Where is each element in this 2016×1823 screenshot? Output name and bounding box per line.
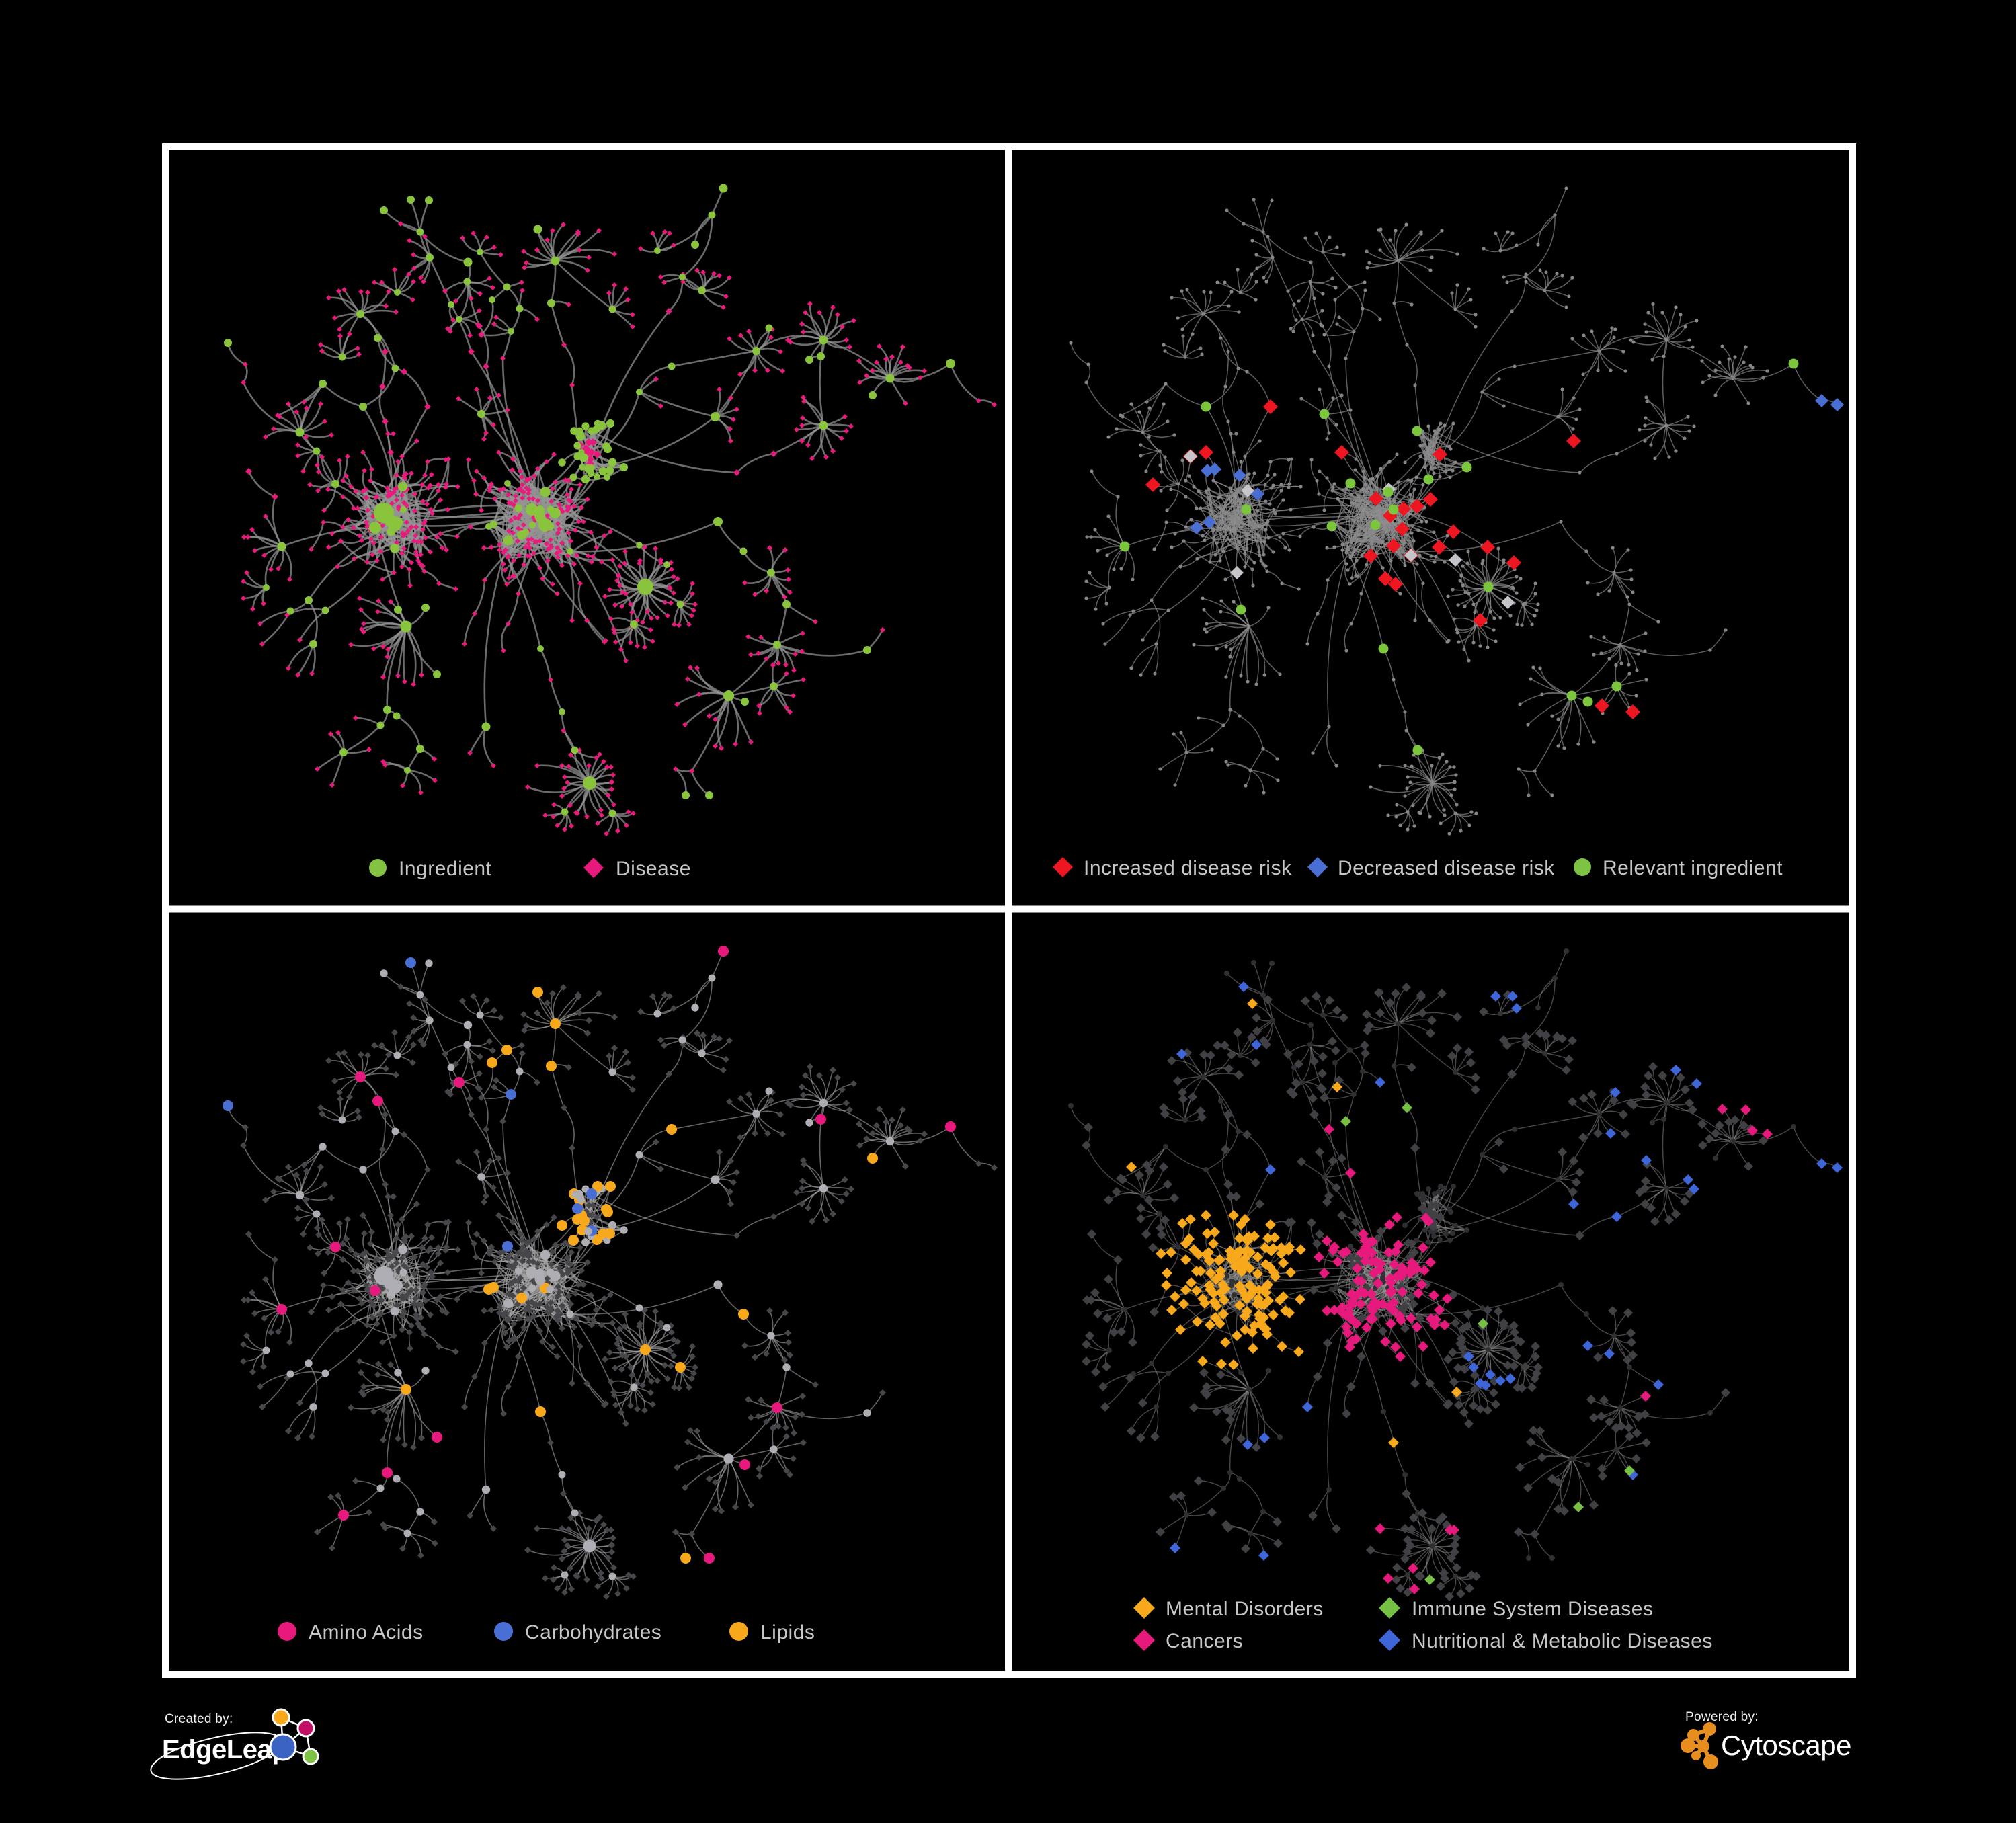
svg-text:Increased disease risk: Increased disease risk — [1084, 857, 1292, 879]
svg-text:Amino Acids: Amino Acids — [309, 1621, 424, 1644]
svg-text:Lipids: Lipids — [760, 1621, 815, 1644]
svg-text:Immune System Diseases: Immune System Diseases — [1412, 1598, 1653, 1620]
svg-text:Relevant ingredient: Relevant ingredient — [1603, 857, 1783, 879]
svg-text:EdgeLeap: EdgeLeap — [162, 1735, 288, 1765]
svg-text:Decreased disease risk: Decreased disease risk — [1338, 857, 1555, 879]
svg-text:Disease: Disease — [616, 858, 691, 880]
svg-text:Ingredient: Ingredient — [399, 858, 492, 880]
svg-text:Mental Disorders: Mental Disorders — [1166, 1598, 1324, 1620]
svg-text:Cancers: Cancers — [1166, 1630, 1243, 1652]
svg-text:Nutritional & Metabolic Diseas: Nutritional & Metabolic Diseases — [1412, 1630, 1713, 1652]
svg-text:Carbohydrates: Carbohydrates — [525, 1621, 661, 1644]
svg-text:Cytoscape: Cytoscape — [1721, 1730, 1851, 1761]
svg-text:Created by:: Created by: — [165, 1712, 233, 1726]
svg-text:Powered by:: Powered by: — [1685, 1710, 1759, 1724]
